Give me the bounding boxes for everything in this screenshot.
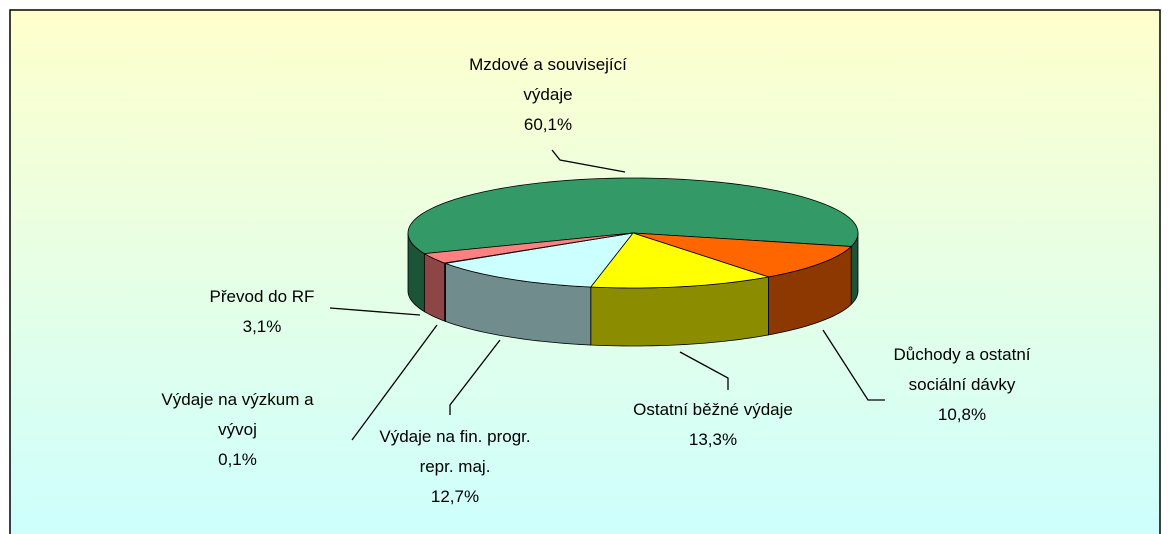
category-label: Výdaje na výzkum a vývoj [161,390,314,439]
data-label: Ostatní běžné výdaje 13,3% [613,395,813,455]
leader-line [822,329,885,401]
slice-side [423,252,446,322]
slice [443,232,634,288]
pie [407,177,859,347]
category-label: Důchody a ostatní sociální dávky [893,345,1031,394]
data-label: Výdaje na fin. progr. repr. maj. 12,7% [365,422,545,512]
slice [632,232,853,278]
category-label: Převod do RF [209,287,315,306]
category-label: Ostatní běžné výdaje [633,400,793,419]
leader-line [679,351,729,390]
category-label: Výdaje na fin. progr. repr. maj. [379,427,531,476]
slice [589,232,769,289]
leader-lines [329,149,885,441]
data-label: Důchody a ostatní sociální dávky 10,8% [877,340,1047,430]
data-label: Převod do RF 3,1% [182,282,342,342]
category-label: Mzdové a související výdaje [469,55,627,104]
slice [423,232,634,264]
leader-line [449,339,501,415]
data-label: Mzdové a související výdaje 60,1% [448,50,648,140]
slice [407,177,859,255]
leader-line [329,307,421,316]
value-label: 12,7% [430,487,480,506]
value-label: 0,1% [218,450,257,469]
value-label: 60,1% [523,115,573,134]
leader-line [551,149,626,173]
value-label: 3,1% [242,317,282,336]
data-label: Výdaje na výzkum a vývoj 0,1% [145,385,330,475]
leader-line [351,324,438,441]
value-label: 10,8% [937,405,987,424]
value-label: 13,3% [688,430,738,449]
